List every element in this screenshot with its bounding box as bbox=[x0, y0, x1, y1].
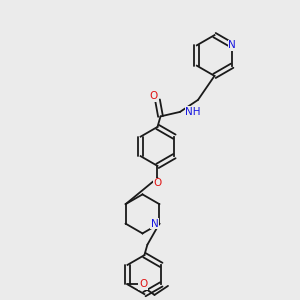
Text: O: O bbox=[139, 279, 147, 290]
Text: N: N bbox=[151, 219, 159, 229]
Text: N: N bbox=[228, 40, 236, 50]
Text: NH: NH bbox=[185, 107, 201, 117]
Text: O: O bbox=[150, 91, 158, 101]
Text: O: O bbox=[153, 178, 162, 188]
